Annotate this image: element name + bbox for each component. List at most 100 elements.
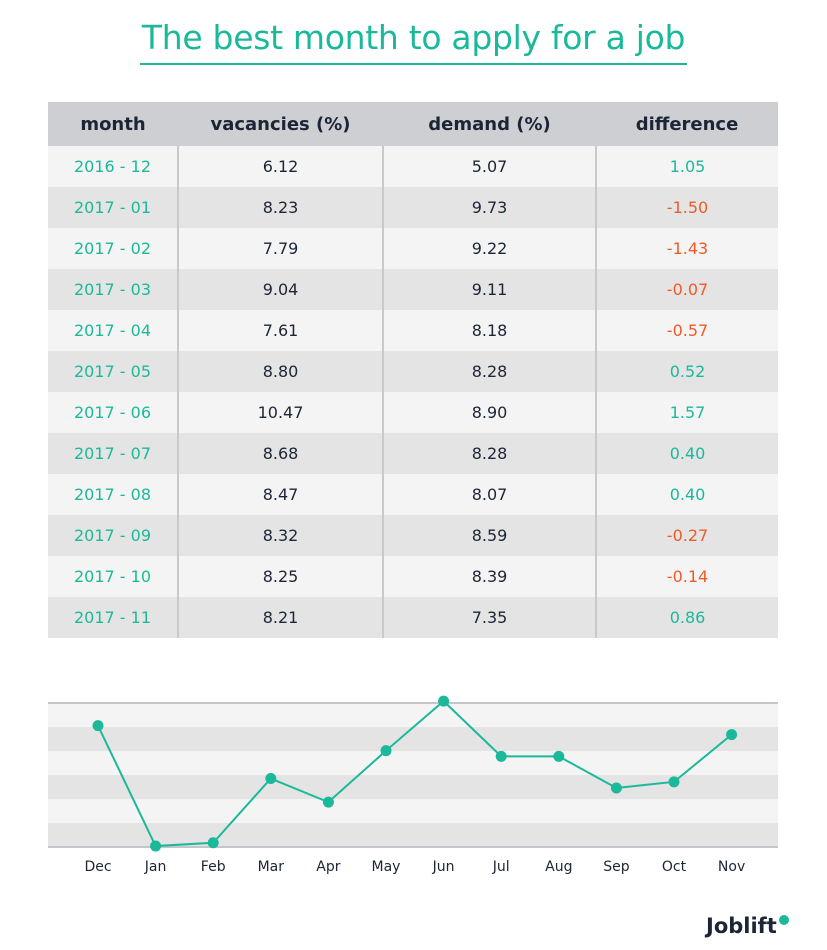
difference-cell: 0.86 [595,597,778,638]
joblift-logo: Joblift [706,914,789,938]
month-cell: 2017 - 10 [48,556,178,597]
data-point [322,796,334,808]
column-header: vacancies (%) [178,102,383,146]
table-row: 2017 - 05 8.80 8.28 0.52 [48,351,778,392]
data-point [265,773,277,785]
grid-band [48,775,778,799]
table-row: 2017 - 10 8.25 8.39 -0.14 [48,556,778,597]
month-cell: 2017 - 03 [48,269,178,310]
vacancies-cell: 8.32 [177,515,383,556]
demand-cell: 8.28 [382,433,596,474]
column-header: difference [596,102,778,146]
table-row: 2017 - 08 8.47 8.07 0.40 [48,474,778,515]
difference-cell: 0.40 [595,433,778,474]
table-row: 2017 - 02 7.79 9.22 -1.43 [48,228,778,269]
difference-line [97,699,733,848]
x-tick-label: Jul [492,859,510,875]
month-cell: 2017 - 05 [48,351,178,392]
logo-mark-icon [778,915,789,925]
demand-cell: 8.59 [382,515,596,556]
table-row: 2017 - 04 7.61 8.18 -0.57 [48,310,778,351]
difference-cell: 1.05 [595,146,778,187]
column-header: demand (%) [383,102,596,146]
difference-cell: 0.52 [595,351,778,392]
vacancies-cell: 8.68 [177,433,383,474]
difference-cell: 0.40 [595,474,778,515]
data-point [438,695,450,707]
month-cell: 2017 - 06 [48,392,178,433]
x-tick-label: Feb [201,859,226,875]
data-point [495,750,507,762]
difference-cell: -0.57 [595,310,778,351]
data-point [668,776,680,788]
vacancies-cell: 8.25 [177,556,383,597]
demand-cell: 9.22 [382,228,596,269]
x-tick-label: Sep [603,859,630,875]
difference-cell: -0.07 [595,269,778,310]
data-point [92,720,104,732]
data-point [150,840,162,852]
month-cell: 2016 - 12 [48,146,178,187]
data-point [726,729,738,741]
x-tick-label: Jan [144,859,167,875]
logo-text: Joblift [706,914,777,938]
data-point [207,837,219,849]
table-row: 2016 - 12 6.12 5.07 1.05 [48,146,778,187]
vacancies-cell: 8.21 [177,597,383,638]
difference-cell: -0.14 [595,556,778,597]
vacancies-cell: 7.79 [177,228,383,269]
vacancies-cell: 9.04 [177,269,383,310]
month-cell: 2017 - 09 [48,515,178,556]
vacancies-cell: 8.47 [177,474,383,515]
demand-cell: 8.39 [382,556,596,597]
month-cell: 2017 - 07 [48,433,178,474]
grid-band [48,823,778,847]
table-row: 2017 - 11 8.21 7.35 0.86 [48,597,778,638]
difference-line-chart: Dec Jan Feb Mar Apr May Jun Jul Aug Sep Oct Nov [48,695,778,875]
demand-cell: 9.73 [382,187,596,228]
table-row: 2017 - 03 9.04 9.11 -0.07 [48,269,778,310]
x-tick-label: May [372,859,401,875]
vacancies-cell: 10.47 [177,392,383,433]
difference-cell: -1.50 [595,187,778,228]
table-row: 2017 - 07 8.68 8.28 0.40 [48,433,778,474]
table-row: 2017 - 01 8.23 9.73 -1.50 [48,187,778,228]
x-tick-label: Aug [545,859,572,875]
grid-band [48,703,778,727]
data-point [610,782,622,794]
x-tick-label: Mar [258,859,285,875]
month-cell: 2017 - 04 [48,310,178,351]
demand-cell: 8.07 [382,474,596,515]
grid-band [48,799,778,823]
grid-band [48,751,778,775]
data-point [380,745,392,757]
table-header: month vacancies (%) demand (%) difference [48,102,778,146]
month-cell: 2017 - 08 [48,474,178,515]
page-title: The best month to apply for a job [139,18,688,65]
month-cell: 2017 - 11 [48,597,178,638]
difference-cell: 1.57 [595,392,778,433]
difference-cell: -0.27 [595,515,778,556]
data-table: month vacancies (%) demand (%) difference 2… [48,102,778,638]
demand-cell: 8.90 [382,392,596,433]
x-tick-label: Dec [84,859,111,875]
month-cell: 2017 - 02 [48,228,178,269]
demand-cell: 8.18 [382,310,596,351]
grid-band [48,727,778,751]
demand-cell: 9.11 [382,269,596,310]
vacancies-cell: 7.61 [177,310,383,351]
x-tick-label: Jun [432,859,455,875]
demand-cell: 7.35 [382,597,596,638]
demand-cell: 8.28 [382,351,596,392]
table-row: 2017 - 09 8.32 8.59 -0.27 [48,515,778,556]
table-row: 2017 - 06 10.47 8.90 1.57 [48,392,778,433]
month-cell: 2017 - 01 [48,187,178,228]
data-point [553,750,565,762]
difference-cell: -1.43 [595,228,778,269]
vacancies-cell: 6.12 [177,146,383,187]
x-tick-label: Apr [316,859,340,875]
vacancies-cell: 8.23 [177,187,383,228]
x-tick-label: Oct [662,859,687,875]
vacancies-cell: 8.80 [177,351,383,392]
demand-cell: 5.07 [382,146,596,187]
